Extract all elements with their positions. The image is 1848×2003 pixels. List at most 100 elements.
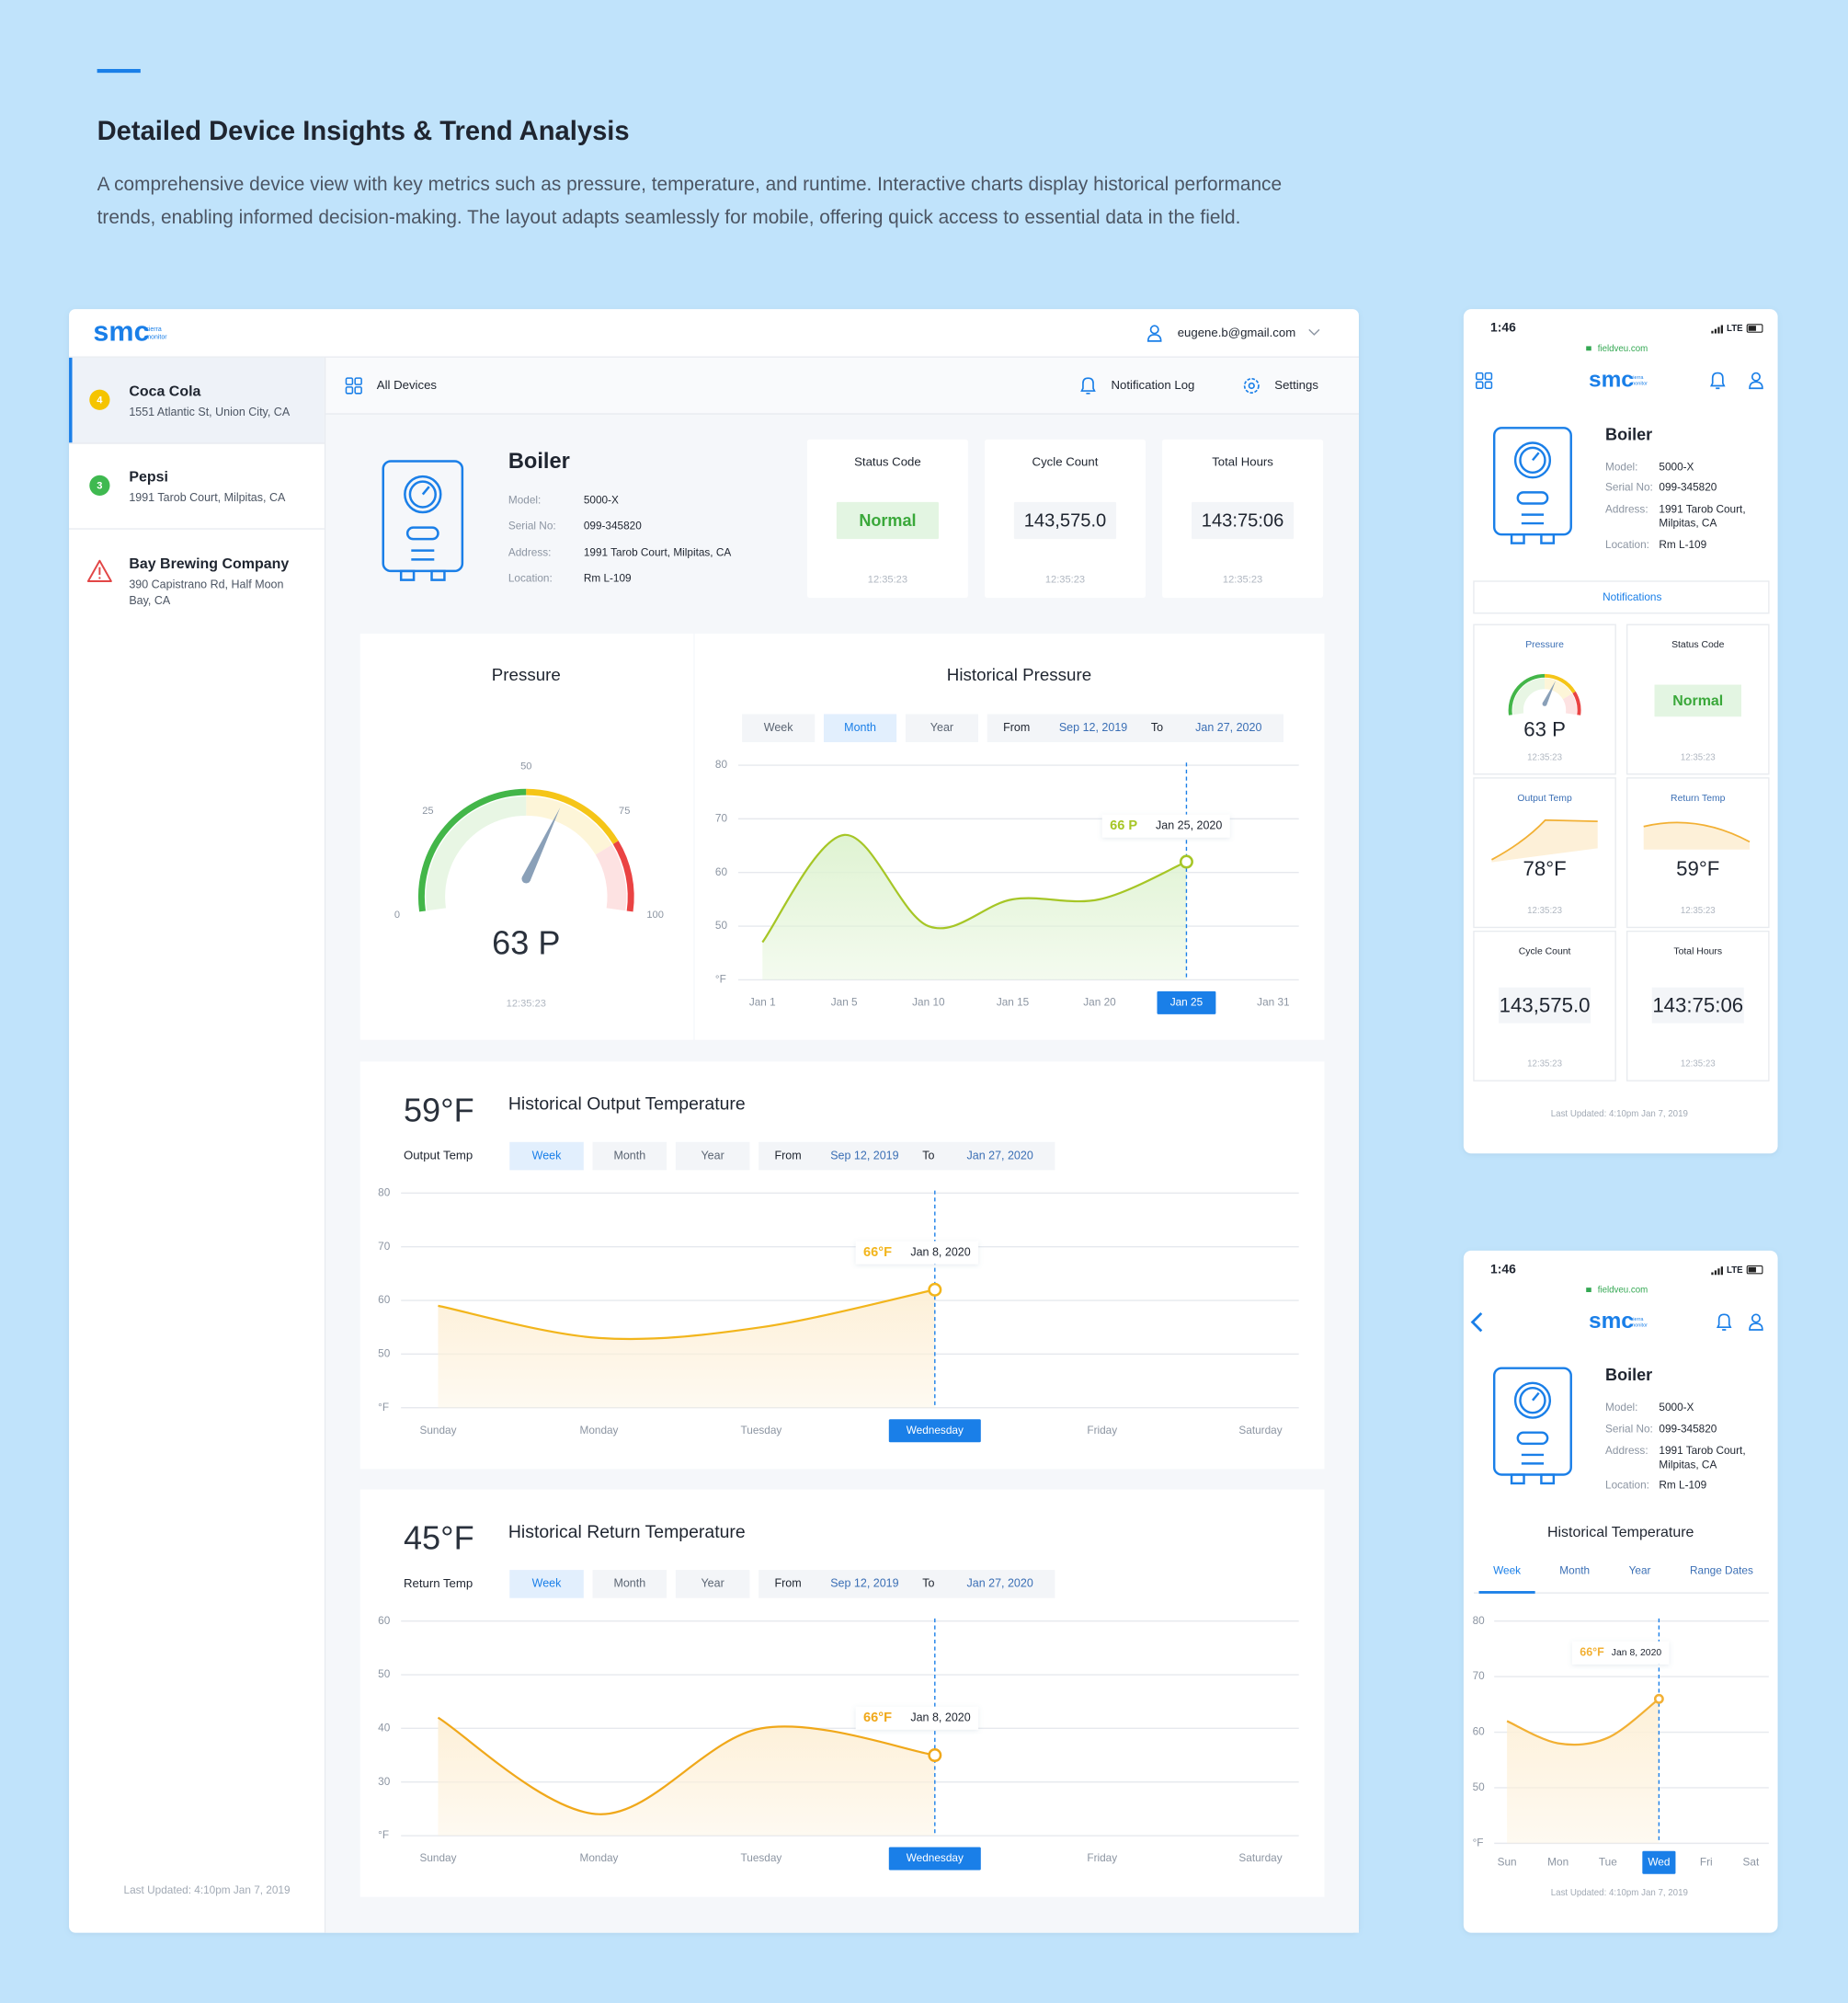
- tab[interactable]: [592, 1570, 667, 1598]
- signal-bar: [1720, 1266, 1723, 1276]
- tile-value: 63 P: [1523, 717, 1566, 740]
- tab[interactable]: Year: [1629, 1564, 1651, 1577]
- tab[interactable]: Month: [1559, 1564, 1590, 1577]
- annotation-box: [1571, 1641, 1670, 1665]
- status-time: 1:46: [1490, 320, 1516, 335]
- x-tick-label: Jan 5: [831, 995, 858, 1008]
- site-badge: [89, 475, 110, 496]
- gauge-tick-label: 50: [520, 761, 531, 772]
- field-value: Milpitas, CA: [1659, 517, 1717, 530]
- card-time: 12:35:23: [1223, 575, 1262, 586]
- range-date[interactable]: Jan 27, 2020: [966, 1149, 1032, 1162]
- warning-icon: [86, 559, 112, 582]
- range-date[interactable]: Sep 12, 2019: [830, 1577, 898, 1590]
- tab[interactable]: [592, 1141, 667, 1171]
- range-date[interactable]: Sep 12, 2019: [830, 1149, 898, 1162]
- tile-value: 143:75:06: [1652, 993, 1743, 1016]
- network: LTE: [1727, 1265, 1743, 1276]
- y-tick-label: 50: [1473, 1780, 1486, 1793]
- status-time: 1:46: [1490, 1261, 1516, 1276]
- x-tick-label: Sat: [1743, 1855, 1760, 1868]
- card-value: Normal: [859, 511, 916, 530]
- nav-link[interactable]: All Devices: [377, 378, 438, 392]
- lock-icon: [1586, 346, 1591, 351]
- logo-tag: monitor: [145, 335, 167, 341]
- tab[interactable]: [675, 1141, 750, 1171]
- tab[interactable]: [509, 1570, 584, 1598]
- tab[interactable]: Year: [930, 721, 953, 734]
- y-tick-label: °F: [378, 1828, 389, 1841]
- field-label: Location:: [1605, 1479, 1649, 1492]
- device-name: Boiler: [1605, 425, 1652, 443]
- site-name[interactable]: Pepsi: [129, 470, 168, 486]
- x-tick-label: Jan 1: [749, 995, 776, 1008]
- x-tick-label: Fri: [1700, 1855, 1713, 1868]
- sparkline: [1643, 821, 1751, 843]
- site-name[interactable]: Coca Cola: [129, 384, 200, 400]
- nav-link[interactable]: Settings: [1274, 378, 1318, 392]
- site-address: Bay, CA: [129, 594, 171, 607]
- tab[interactable]: Year: [701, 1149, 724, 1162]
- x-tick-label: Sunday: [419, 1424, 456, 1436]
- field-value: 099-345820: [1659, 481, 1717, 494]
- grid-icon: [345, 377, 354, 385]
- tab[interactable]: [823, 714, 897, 743]
- annotation-value: 66 P: [1110, 818, 1137, 833]
- tile-value: 59°F: [1676, 857, 1719, 880]
- site-selected: [69, 357, 325, 443]
- tab[interactable]: Month: [613, 1577, 645, 1590]
- y-tick-label: 50: [378, 1346, 391, 1359]
- annotation-value: 66°F: [863, 1711, 892, 1725]
- tab[interactable]: [509, 1141, 584, 1171]
- annotation-date: Jan 8, 2020: [910, 1245, 970, 1258]
- nav-link[interactable]: Notification Log: [1111, 378, 1194, 392]
- tab[interactable]: [905, 714, 979, 743]
- tab[interactable]: Week: [764, 721, 793, 734]
- field-value: Rm L-109: [1659, 1479, 1706, 1492]
- tab[interactable]: Month: [613, 1149, 645, 1162]
- tile-title: Output Temp: [1517, 794, 1572, 804]
- user-icon: [1749, 1322, 1763, 1331]
- tab[interactable]: Week: [532, 1577, 562, 1590]
- value-box: [836, 501, 939, 540]
- tab[interactable]: [742, 714, 816, 743]
- panel-title: Historical Output Temperature: [508, 1094, 746, 1115]
- tile-title: Return Temp: [1671, 794, 1726, 804]
- gauge-arc: [1544, 673, 1576, 693]
- range-date[interactable]: Jan 27, 2020: [1195, 721, 1261, 734]
- tab[interactable]: Week: [1493, 1564, 1521, 1577]
- signal-bar: [1711, 330, 1714, 334]
- tile-value: 143,575.0: [1500, 993, 1591, 1016]
- tab[interactable]: Year: [701, 1577, 724, 1590]
- line: [761, 833, 1187, 944]
- gauge-band: [1562, 693, 1577, 715]
- x-tick-label: Monday: [579, 1851, 618, 1864]
- tab[interactable]: [675, 1570, 750, 1598]
- area: [438, 1717, 935, 1837]
- value-box: [1651, 987, 1744, 1024]
- field-value: Milpitas, CA: [1659, 1458, 1717, 1471]
- chart-title: Historical Temperature: [1547, 1525, 1694, 1540]
- user-icon: [1146, 334, 1162, 342]
- x-tick-label: Wednesday: [907, 1851, 964, 1864]
- field-label: Location:: [1605, 538, 1649, 551]
- card-title: Cycle Count: [1032, 454, 1099, 468]
- boiler-dial: [1519, 446, 1546, 475]
- range-date[interactable]: Sep 12, 2019: [1059, 721, 1127, 734]
- grid-icon: [354, 386, 362, 395]
- back-icon[interactable]: [1470, 1311, 1483, 1333]
- tab[interactable]: Range Dates: [1690, 1564, 1753, 1577]
- gauge-pivot: [1542, 701, 1547, 706]
- tab[interactable]: Month: [844, 721, 876, 734]
- tab[interactable]: Week: [532, 1149, 562, 1162]
- range-date[interactable]: Jan 27, 2020: [966, 1577, 1032, 1590]
- y-tick-label: 60: [715, 865, 728, 878]
- logo-tag: monitor: [1631, 382, 1648, 387]
- field-label: Serial No:: [1605, 481, 1653, 494]
- field-value: 5000-X: [1659, 460, 1694, 473]
- site-name[interactable]: Bay Brewing Company: [129, 556, 289, 572]
- notifications-link[interactable]: Notifications: [1603, 590, 1661, 603]
- grid-icon: [345, 386, 354, 395]
- x-tick-label: Tuesday: [740, 1424, 781, 1436]
